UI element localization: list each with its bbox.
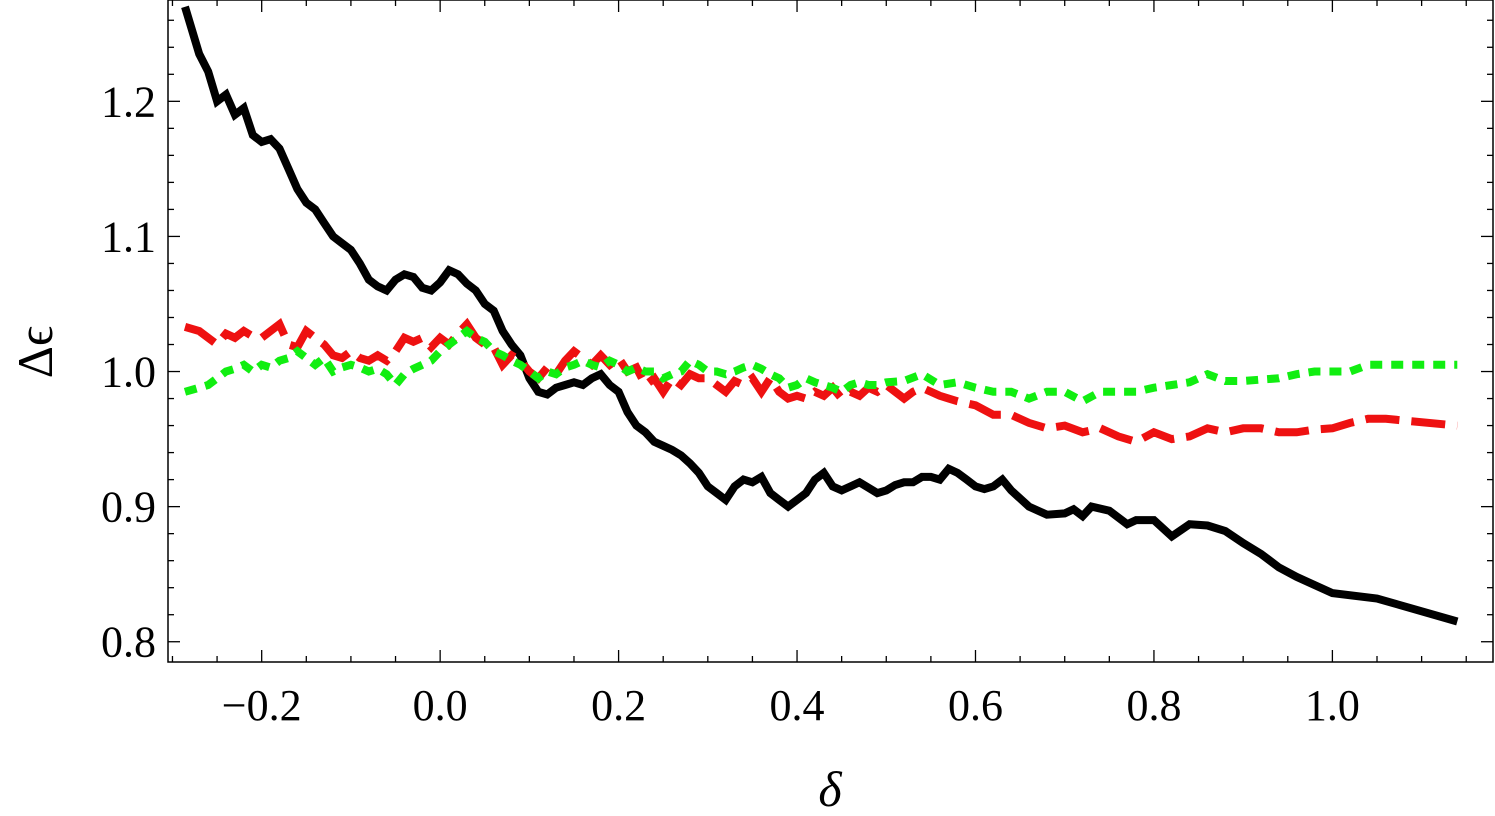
series-line-3-dotted [183, 325, 1458, 406]
y-tick-label: 1.2 [101, 77, 156, 126]
x-axis-label: δ [818, 761, 842, 816]
y-axis-label: Δϵ [7, 326, 63, 378]
y-tick-label: 1.0 [101, 348, 156, 397]
plot-frame [167, 0, 1494, 663]
x-tick-label: 0.4 [770, 681, 825, 730]
tick-marks [168, 0, 1493, 662]
x-tick-label: 0.6 [948, 681, 1003, 730]
x-tick-label: −0.2 [222, 681, 302, 730]
tick-labels: −0.2 0.0 0.2 0.4 0.6 0.8 1.0 0.8 0.9 1.0 1.1 1.2 [101, 77, 1360, 730]
series-lines [181, 5, 1459, 626]
x-tick-label: 1.0 [1305, 681, 1360, 730]
x-tick-label: 0.8 [1126, 681, 1181, 730]
series-line-1-solid [181, 5, 1459, 626]
y-tick-label: 1.1 [101, 212, 156, 261]
y-tick-label: 0.8 [101, 618, 156, 667]
x-tick-label: 0.2 [591, 681, 646, 730]
x-tick-label: 0.0 [413, 681, 468, 730]
series-line-2-dashed [183, 317, 1458, 447]
y-tick-label: 0.9 [101, 483, 156, 532]
